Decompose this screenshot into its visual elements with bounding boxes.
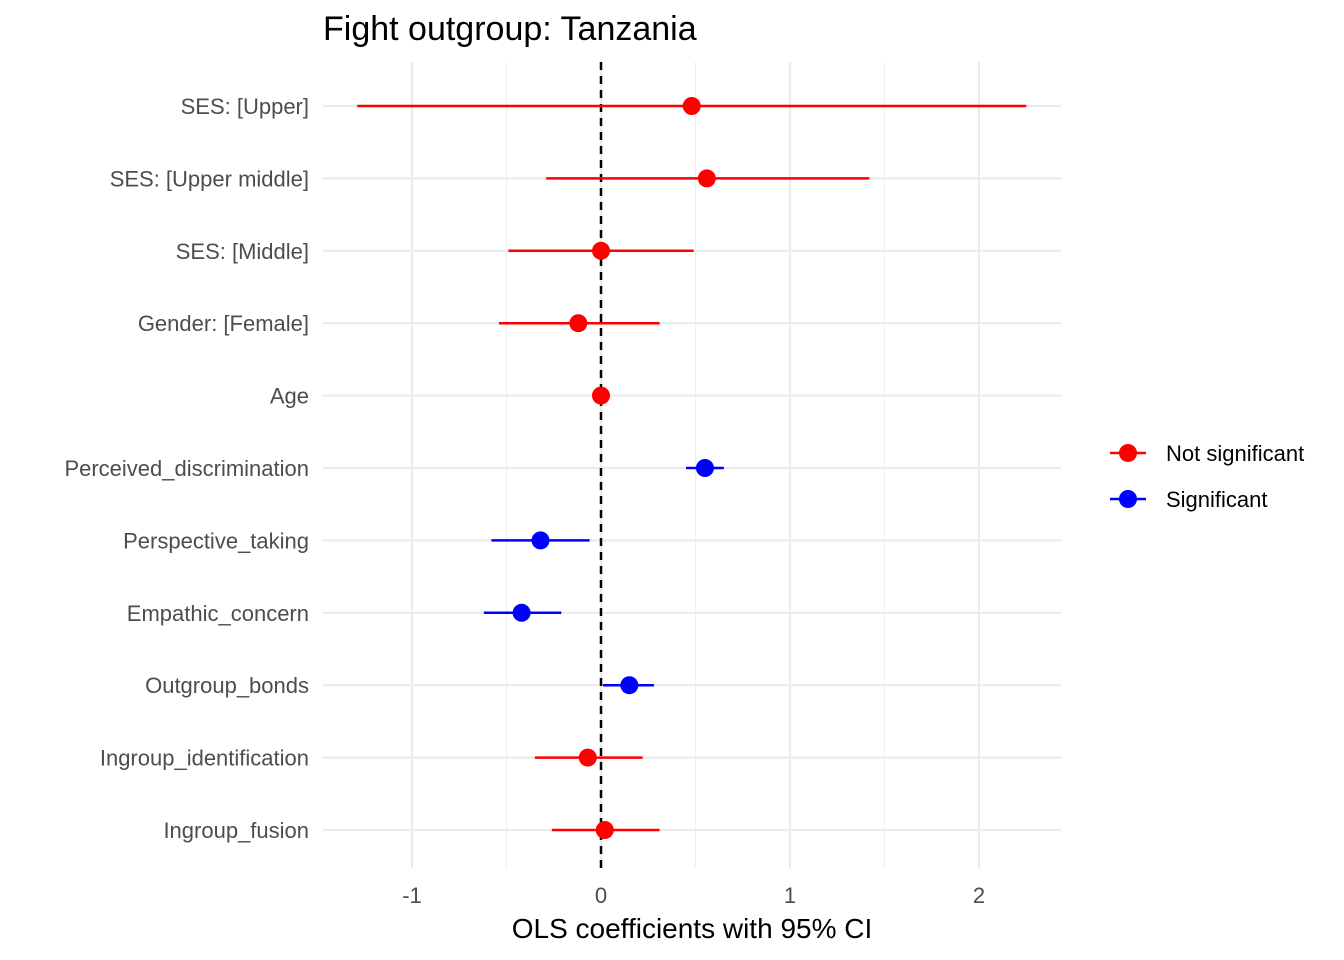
coefficient-point: [697, 169, 716, 188]
y-tick-label: SES: [Upper middle]: [110, 166, 309, 191]
coefficient-point: [620, 676, 639, 695]
coefficient-point: [531, 531, 550, 550]
coefficient-point: [512, 603, 531, 622]
y-tick-label: Ingroup_fusion: [163, 818, 309, 843]
x-tick-label: 0: [595, 883, 607, 908]
coefficient-point: [578, 748, 597, 767]
chart-title: Fight outgroup: Tanzania: [323, 10, 697, 48]
x-axis-ticks: -1 0 1 2: [402, 883, 985, 908]
x-tick-label: -1: [402, 883, 422, 908]
y-tick-label: Perceived_discrimination: [64, 456, 309, 481]
y-tick-label: Perspective_taking: [123, 528, 309, 553]
legend-key-point: [1119, 444, 1137, 462]
y-tick-label: Age: [270, 384, 309, 409]
y-tick-label: Ingroup_identification: [100, 746, 309, 771]
coefficient-point: [695, 459, 714, 477]
x-axis-title: OLS coefficients with 95% CI: [512, 913, 873, 944]
coefficient-point: [592, 241, 610, 260]
y-tick-label: SES: [Middle]: [176, 239, 309, 264]
coefficient-point: [595, 821, 614, 839]
y-tick-label: SES: [Upper]: [181, 94, 309, 119]
coefficient-point: [682, 97, 701, 115]
legend: Not significant Significant: [1110, 441, 1304, 512]
x-tick-label: 1: [784, 883, 796, 908]
legend-label: Significant: [1166, 487, 1268, 512]
y-tick-label: Gender: [Female]: [138, 311, 309, 336]
legend-label: Not significant: [1166, 441, 1304, 466]
data-marks: [357, 97, 1027, 839]
y-tick-label: Outgroup_bonds: [145, 673, 309, 698]
legend-key-point: [1119, 490, 1137, 508]
coefficient-point: [592, 386, 610, 405]
coefficient-point: [569, 314, 588, 333]
grid-lines: [323, 62, 1061, 868]
y-tick-label: Empathic_concern: [127, 601, 309, 626]
y-axis-labels: SES: [Upper] SES: [Upper middle] SES: [Mid…: [64, 94, 309, 843]
x-tick-label: 2: [973, 883, 985, 908]
